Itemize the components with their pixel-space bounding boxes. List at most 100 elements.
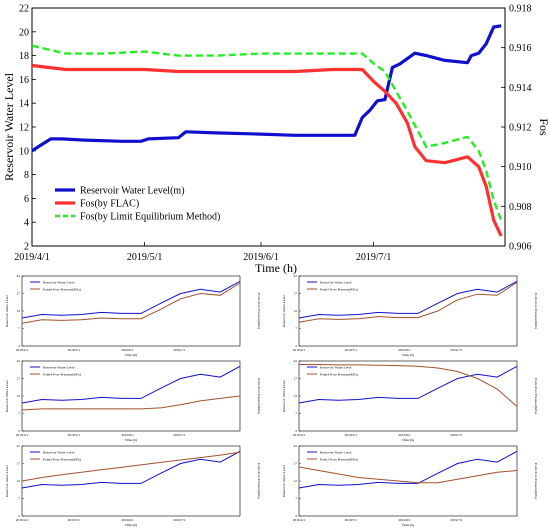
main-chart: 2 4 6 8 10 12 14 16 18 20 22 0.906 0.908 0.910 0.912 0.…	[2, 4, 550, 276]
y-tick-label: 12	[19, 123, 29, 134]
panel-x-tick-label: 2019/7/1	[173, 518, 186, 522]
panel-y-tick-label: 12	[17, 479, 21, 483]
panel-x-tick-label: 2019/5/1	[68, 433, 81, 437]
panel-y-tick-label: 2	[295, 344, 297, 348]
y-tick-label: 4	[24, 218, 29, 229]
panel-series-line-1	[298, 365, 518, 404]
panel-x-tick-label: 2019/7/1	[173, 433, 186, 437]
y-tick-label: 22	[19, 4, 29, 15]
panel-frame	[298, 360, 518, 432]
y-tick-label: 8	[24, 170, 29, 181]
y-right-tick-label: 0.910	[509, 162, 532, 173]
panel-x-tick-label: 2019/4/1	[16, 348, 29, 352]
panel-x-title: Time (h)	[125, 438, 138, 442]
panel-y-right-title: Point-Pore Pressure(KPa)	[257, 463, 261, 500]
panel-y-tick-label: 17	[294, 377, 298, 381]
panel-x-title: Time (h)	[125, 353, 138, 357]
panel-x-tick-label: 2019/6/1	[121, 433, 134, 437]
series-line-2	[31, 63, 503, 237]
panel-legend-label-pore: Point6-Pore Pressure(KPa)	[43, 288, 82, 292]
panel-x-tick-label: 2019/4/1	[16, 518, 29, 522]
panel-legend-label-water: Reservoir Water Level	[43, 281, 75, 285]
y-tick-label: 10	[19, 146, 29, 157]
panel-y-tick-label: 12	[294, 309, 298, 313]
x-tick-label: 2019/6/1	[243, 252, 279, 263]
panel-y-tick-label: 22	[294, 359, 298, 363]
panel-series-line-2	[298, 466, 518, 484]
panel-y-title: Reservoir Water Level	[5, 295, 9, 327]
panel-frame	[21, 360, 241, 432]
panel-x-tick-label: 2019/5/1	[345, 433, 358, 437]
panel-x-tick-label: 2019/5/1	[345, 348, 358, 352]
panel-x-title: Time (h)	[402, 523, 415, 527]
panel-legend-label-pore: Point3-Pore Pressure(KPa)	[320, 373, 359, 377]
panel-y-tick-label: 12	[17, 309, 21, 313]
series-line-3	[31, 44, 503, 221]
panel-x-title: Time (h)	[402, 353, 415, 357]
panel-x-tick-label: 2019/4/1	[16, 433, 29, 437]
main-plot-frame	[31, 7, 506, 247]
panel-series-line-2	[21, 395, 241, 411]
panel-x-tick-label: 2019/6/1	[398, 348, 411, 352]
y-right-tick-label: 0.908	[509, 202, 532, 213]
x-axis-title: Time (h)	[255, 261, 297, 275]
panel-4: 2 7 12 17 22 2019/4/1 2019/5/1 2019/6/1 2019/7/1…	[282, 359, 538, 442]
panel-y-tick-label: 22	[17, 444, 21, 448]
panel-x-tick-label: 2019/7/1	[450, 433, 463, 437]
panel-legend-label-water: Reservoir Water Level	[43, 451, 75, 455]
panel-y-tick-label: 22	[294, 444, 298, 448]
panel-series-line-2	[299, 364, 518, 407]
panel-legend-label-pore: Point4-Pore Pressure(KPa)	[43, 373, 82, 377]
panel-y-right-title: Point-Pore Pressure(KPa)	[534, 378, 538, 415]
y-right-axis-title: Fos	[537, 118, 550, 136]
panel-y-tick-label: 17	[17, 462, 21, 466]
panel-y-tick-label: 7	[295, 327, 297, 331]
panel-2: 2 7 12 17 22 2019/4/1 2019/5/1 2019/6/1 2019/7/1…	[282, 274, 538, 357]
panel-x-tick-label: 2019/6/1	[398, 518, 411, 522]
panel-frame	[298, 445, 518, 517]
panel-y-right-title: Point-Pore Pressure(KPa)	[534, 293, 538, 330]
panel-y-tick-label: 7	[295, 412, 297, 416]
y-tick-label: 6	[24, 194, 29, 205]
x-tick-label: 2019/5/1	[127, 252, 163, 263]
y-right-tick-label: 0.912	[509, 123, 532, 134]
panel-x-title: Time (h)	[125, 523, 138, 527]
panel-y-tick-label: 22	[294, 274, 298, 278]
panel-y-tick-label: 17	[17, 377, 21, 381]
panel-x-tick-label: 2019/7/1	[450, 518, 463, 522]
panel-5: 2 7 12 17 22 2019/4/1 2019/5/1 2019/6/1 2019/7/1…	[5, 444, 261, 527]
panel-y-tick-label: 2	[295, 514, 297, 518]
panel-x-tick-label: 2019/7/1	[450, 348, 463, 352]
panel-y-right-title: Point-Pore Pressure(KPa)	[257, 378, 261, 415]
panel-x-tick-label: 2019/4/1	[293, 348, 306, 352]
panel-y-tick-label: 2	[18, 429, 20, 433]
panel-x-tick-label: 2019/7/1	[173, 348, 186, 352]
y-tick-label: 14	[19, 99, 29, 110]
panel-legend-label-pore: Point2-Pore Pressure(KPa)	[43, 458, 82, 462]
panel-y-title: Reservoir Water Level	[282, 465, 286, 497]
panel-legend-label-water: Reservoir Water Level	[43, 366, 75, 370]
panel-y-tick-label: 7	[18, 497, 20, 501]
y-right-tick-label: 0.916	[509, 43, 532, 54]
x-tick-label: 2019/4/1	[14, 252, 50, 263]
x-tick-label: 2019/7/1	[356, 252, 392, 263]
panel-frame	[21, 275, 241, 347]
panel-x-tick-label: 2019/6/1	[121, 518, 134, 522]
panel-x-tick-label: 2019/6/1	[398, 433, 411, 437]
panel-y-tick-label: 22	[17, 359, 21, 363]
panel-series-line-1	[21, 365, 241, 404]
panel-legend-label-water: Reservoir Water Level	[320, 451, 352, 455]
panel-y-tick-label: 17	[294, 462, 298, 466]
panel-y-tick-label: 17	[17, 292, 21, 296]
panel-x-tick-label: 2019/4/1	[293, 433, 306, 437]
panel-x-tick-label: 2019/5/1	[68, 518, 81, 522]
panel-y-tick-label: 2	[295, 429, 297, 433]
panel-series-line-1	[298, 450, 518, 489]
panel-legend-label-pore: Point1-Pore Pressure(KPa)	[320, 458, 359, 462]
series-line-1	[31, 24, 502, 153]
panel-y-tick-label: 7	[295, 497, 297, 501]
legend-label-lem: Fos(by Limit Equilibrium Method)	[80, 212, 220, 223]
panel-x-title: Time (h)	[402, 438, 415, 442]
panel-y-tick-label: 7	[18, 327, 20, 331]
